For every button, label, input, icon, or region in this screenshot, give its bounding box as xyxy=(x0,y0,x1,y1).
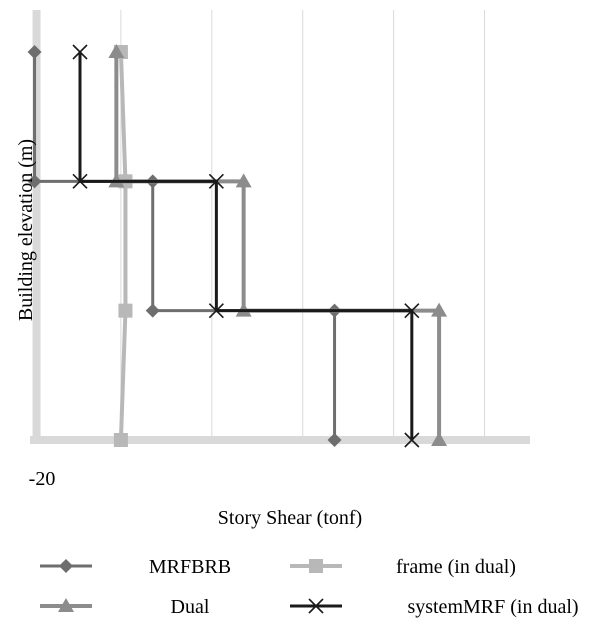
data-point-2-0 xyxy=(108,44,125,58)
legend-label-1: frame (in dual) xyxy=(396,556,516,578)
data-point-0-0 xyxy=(27,45,42,59)
legend-item-3: systemMRF (in dual) xyxy=(290,596,579,618)
legend-item-1: frame (in dual) xyxy=(290,556,516,578)
data-point-2-5 xyxy=(431,432,448,446)
legend-marker-1 xyxy=(309,559,323,573)
series-2 xyxy=(108,44,448,446)
data-point-0-3 xyxy=(145,303,160,318)
series-line-2 xyxy=(114,52,442,440)
legend-label-3: systemMRF (in dual) xyxy=(407,596,578,618)
data-point-2-2 xyxy=(235,173,252,188)
tick-labels: -20 xyxy=(29,468,56,490)
data-point-3-1 xyxy=(72,173,88,189)
legend-item-2: Dual xyxy=(40,596,210,618)
data-point-2-4 xyxy=(431,302,448,317)
legend-label-2: Dual xyxy=(171,596,210,618)
data-point-3-0 xyxy=(72,44,88,60)
data-point-1-3 xyxy=(113,433,128,447)
data-point-3-4 xyxy=(404,303,420,319)
series-3 xyxy=(72,44,420,448)
x-tick-label-0: -20 xyxy=(29,468,56,490)
legend-item-0: MRFBRB xyxy=(40,556,231,578)
series-line-0 xyxy=(33,52,337,440)
series-line-3 xyxy=(78,52,414,440)
data-point-1-2 xyxy=(118,303,133,318)
data-point-0-1 xyxy=(27,174,42,189)
data-point-0-5 xyxy=(327,433,342,447)
x-axis-title: Story Shear (tonf) xyxy=(218,507,362,529)
series-0 xyxy=(27,45,342,447)
gridlines xyxy=(120,10,486,440)
legend: MRFBRB frame (in dual) Dual systemMRF (in d… xyxy=(40,556,579,618)
legend-marker-0 xyxy=(59,559,73,573)
data-point-3-2 xyxy=(208,173,224,189)
y-axis-title: Building elevation (m) xyxy=(15,139,37,321)
legend-marker-3 xyxy=(308,598,324,614)
legend-marker-2 xyxy=(58,598,74,612)
axes xyxy=(30,10,530,444)
legend-label-0: MRFBRB xyxy=(149,556,231,578)
series-layer xyxy=(27,44,448,448)
series-line-1 xyxy=(118,51,128,441)
data-point-3-5 xyxy=(404,432,420,448)
data-point-3-3 xyxy=(208,303,224,319)
